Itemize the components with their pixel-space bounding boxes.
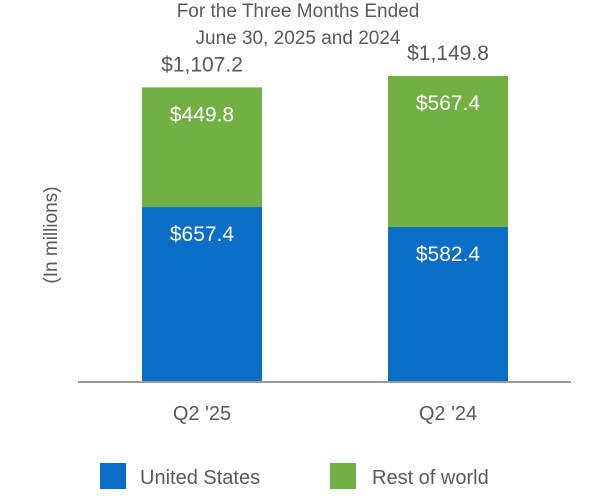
legend-label-rest-of-world: Rest of world xyxy=(372,467,489,489)
bar-q2-24-series-1 xyxy=(388,76,508,228)
chart-title-line-1: For the Three Months Ended xyxy=(177,1,420,22)
bar-q2-25-series-1 xyxy=(142,87,262,208)
chart-title-line-2: June 30, 2025 and 2024 xyxy=(196,28,401,49)
data-label-q2-24-series-1: $567.4 xyxy=(416,92,481,115)
data-label-q2-24-series-0: $582.4 xyxy=(416,243,481,266)
y-axis-label: (In millions) xyxy=(41,186,62,283)
legend-label-united-states: United States xyxy=(140,467,260,489)
data-label-q2-25-series-1: $449.8 xyxy=(170,103,234,126)
legend-swatch-united-states xyxy=(100,463,126,489)
x-tick-label-q2-25: Q2 '25 xyxy=(173,403,231,425)
total-label-q2-24: $1,149.8 xyxy=(407,42,489,65)
x-tick-label-q2-24: Q2 '24 xyxy=(419,403,477,425)
total-label-q2-25: $1,107.2 xyxy=(161,53,243,76)
bar-q2-25-series-0 xyxy=(142,207,262,382)
legend: United States Rest of world xyxy=(100,463,489,489)
bar-q2-24-series-0 xyxy=(388,227,508,382)
bars-group: $657.4 $449.8 $1,107.2 $582.4 $567.4 $1,149.8 xyxy=(142,42,508,382)
legend-swatch-rest-of-world xyxy=(330,463,356,489)
data-label-q2-25-series-0: $657.4 xyxy=(170,223,235,246)
